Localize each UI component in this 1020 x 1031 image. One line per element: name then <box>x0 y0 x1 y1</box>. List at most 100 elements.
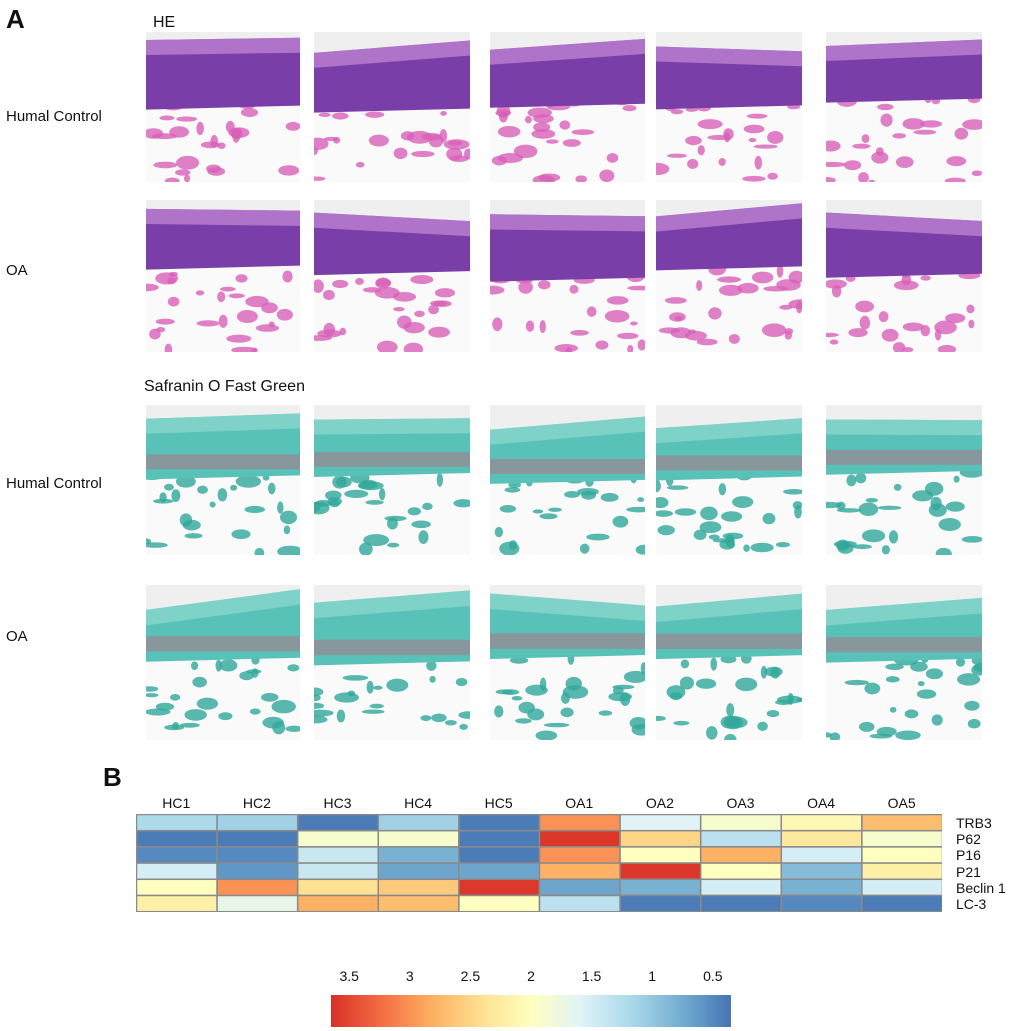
heatmap-column-label: OA4 <box>807 795 836 811</box>
row-label-he-control: Humal Control <box>6 108 102 125</box>
heatmap-cell <box>699 814 783 832</box>
heatmap-cell <box>136 829 218 848</box>
heatmap-column-label: OA2 <box>645 795 674 811</box>
heatmap-cell <box>619 862 702 881</box>
row-label-sofg-control: Humal Control <box>6 475 102 492</box>
heatmap-cell <box>377 894 460 912</box>
heatmap-cell <box>780 846 863 864</box>
heatmap-row-label: P16 <box>956 847 981 864</box>
panel-a-letter: A <box>6 4 25 34</box>
histology-image <box>314 585 470 740</box>
heatmap-cell <box>538 846 621 864</box>
heatmap-cell <box>458 846 541 864</box>
histology-image <box>490 200 645 352</box>
heatmap-cell <box>296 846 380 864</box>
heatmap-cell <box>296 894 380 912</box>
colorbar-tick-label: 2.5 <box>460 968 481 984</box>
heatmap-cell <box>296 814 380 832</box>
colorbar-tick-label: 1.5 <box>581 968 602 984</box>
heatmap-cell <box>136 894 218 912</box>
heatmap-cell <box>780 829 863 848</box>
histology-image <box>490 585 645 740</box>
heatmap-column-label: HC5 <box>484 795 513 811</box>
heatmap-cell <box>861 878 942 897</box>
heatmap-cell <box>699 878 783 897</box>
heatmap-cell <box>538 862 621 881</box>
heatmap-row-label: LC-3 <box>956 896 987 912</box>
heatmap-cell <box>216 829 299 848</box>
heatmap-row-label: P21 <box>956 863 981 880</box>
heatmap-column-label: OA5 <box>887 795 916 811</box>
heatmap-cell <box>377 846 460 864</box>
heatmap-cell <box>377 814 460 832</box>
heatmap-cell <box>136 846 218 864</box>
heatmap-column-label: HC4 <box>404 795 433 811</box>
heatmap-cell <box>458 862 541 881</box>
heatmap-cell <box>538 878 621 897</box>
colorbar-gradient <box>331 995 731 1027</box>
colorbar-tick-label: 3.5 <box>339 968 359 984</box>
histology-image <box>656 405 802 555</box>
heatmap-cell <box>458 814 541 832</box>
heatmap-cell <box>296 862 380 881</box>
heatmap-column-label: HC3 <box>323 795 352 811</box>
colorbar-tick-label: 2 <box>527 968 535 984</box>
row-label-sofg-oa: OA <box>6 628 28 645</box>
heatmap-cell <box>619 894 702 912</box>
heatmap-cell <box>377 878 460 897</box>
heatmap-cell <box>780 878 863 897</box>
histology-image <box>146 200 300 352</box>
heatmap-column-label: OA3 <box>726 795 755 811</box>
heatmap-cell <box>780 862 863 881</box>
row-label-he-oa: OA <box>6 262 28 279</box>
colorbar-tick-label: 1 <box>648 968 657 984</box>
histology-image <box>314 405 470 555</box>
heatmap-cell <box>861 862 942 881</box>
heatmap-cell <box>377 829 460 848</box>
histology-image <box>490 405 645 555</box>
heatmap-cell <box>136 878 218 897</box>
heatmap-cell <box>136 814 218 832</box>
histology-image <box>146 405 300 555</box>
colorbar <box>331 995 731 1027</box>
histology-image <box>656 585 802 740</box>
heatmap-cell <box>861 829 942 848</box>
heatmap-cell <box>861 894 942 912</box>
histology-image <box>826 200 982 352</box>
histology-image <box>826 405 982 555</box>
heatmap <box>136 814 942 912</box>
heatmap-cell <box>699 894 783 912</box>
histology-image <box>314 32 470 182</box>
histology-image <box>314 200 470 352</box>
safranin-title: Safranin O Fast Green <box>144 378 305 395</box>
heatmap-cell <box>538 814 621 832</box>
heatmap-cell <box>458 878 541 897</box>
heatmap-cell <box>619 846 702 864</box>
heatmap-cell <box>216 878 299 897</box>
heatmap-cell <box>377 862 460 881</box>
heatmap-cell <box>699 862 783 881</box>
heatmap-row-label: P62 <box>956 831 981 848</box>
heatmap-cell <box>699 846 783 864</box>
heatmap-cell <box>619 814 702 832</box>
heatmap-cell <box>619 829 702 848</box>
heatmap-cell <box>296 829 380 848</box>
heatmap-cell <box>216 846 299 864</box>
heatmap-cell <box>780 894 863 912</box>
heatmap-cell <box>699 829 783 848</box>
heatmap-cell <box>538 894 621 912</box>
heatmap-cell <box>538 829 621 848</box>
heatmap-row-label: Beclin 1 <box>956 879 1006 896</box>
colorbar-tick-label: 0.5 <box>703 968 723 984</box>
heatmap-column-label: HC1 <box>162 795 191 811</box>
heatmap-cell <box>780 814 863 832</box>
heatmap-column-label: HC2 <box>242 795 271 811</box>
heatmap-cell <box>296 878 380 897</box>
histology-image <box>656 32 802 182</box>
heatmap-column-label: OA1 <box>565 795 594 811</box>
histology-image <box>656 200 802 352</box>
colorbar-tick-label: 3 <box>405 968 414 984</box>
histology-image <box>146 585 300 740</box>
he-title: HE <box>153 14 176 31</box>
heatmap-cell <box>861 846 942 864</box>
